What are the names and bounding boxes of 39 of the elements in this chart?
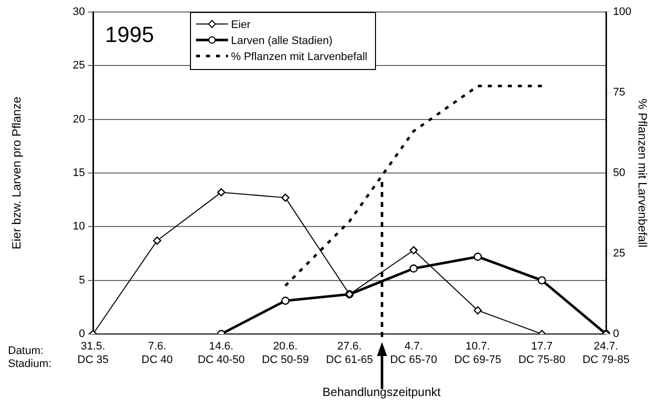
annotation: 1995 [105, 22, 154, 47]
y-tick-label: 15 [72, 167, 85, 180]
point [217, 188, 226, 196]
y-tick-label: 20 [72, 113, 85, 126]
x-tick-label: 17.7 DC 75-80 [518, 340, 566, 366]
y2-tick-label: 100 [613, 6, 632, 18]
x-tick-label: 20.6. DC 50-59 [262, 340, 309, 366]
legend-label: Larven (alle Stadien) [231, 35, 333, 47]
point [410, 264, 418, 273]
x-tick-label: 10.7. DC 69-75 [454, 340, 502, 366]
point [153, 236, 162, 245]
point [281, 194, 290, 202]
legend-label: Eier [231, 19, 251, 31]
text: Stadium: [8, 358, 52, 370]
x-tick-label: 4.7. DC 65-70 [390, 340, 438, 366]
x-tick-label: 31.5. DC 35 [77, 340, 109, 366]
y-tick-label: 10 [72, 220, 85, 233]
x-tick-label: 24.7. DC 79-85 [582, 340, 630, 366]
y-tick-label: 5 [78, 274, 85, 286]
y2-tick-label: 0 [613, 328, 620, 340]
y-tick-label: 30 [72, 6, 85, 18]
y2-tick-label: 50 [613, 167, 626, 180]
x-tick-label: 14.6. DC 40-50 [198, 340, 245, 366]
y2-axis-title: % Pflanzen mit Larvenbefall [635, 98, 650, 248]
text: Datum: [8, 345, 44, 357]
point [474, 306, 482, 314]
point [281, 296, 290, 305]
x-axis-title: Behandlungszeitpunkt [322, 385, 442, 399]
y-tick-label: 25 [72, 60, 85, 72]
point [474, 252, 482, 261]
point [410, 246, 418, 254]
legend-label: % Pflanzen mit Larvenbefall [231, 51, 368, 63]
y2-tick-label: 25 [613, 248, 626, 260]
y-tick-label: 0 [78, 328, 85, 340]
x-tick-label: 7.6. DC 40 [142, 340, 173, 366]
y-axis-title: Eier bzw. Larven pro Pflanze [10, 96, 24, 250]
y2-tick-label: 75 [613, 86, 626, 99]
point [538, 276, 546, 284]
x-tick-label: 27.6. DC 61-65 [326, 340, 374, 366]
